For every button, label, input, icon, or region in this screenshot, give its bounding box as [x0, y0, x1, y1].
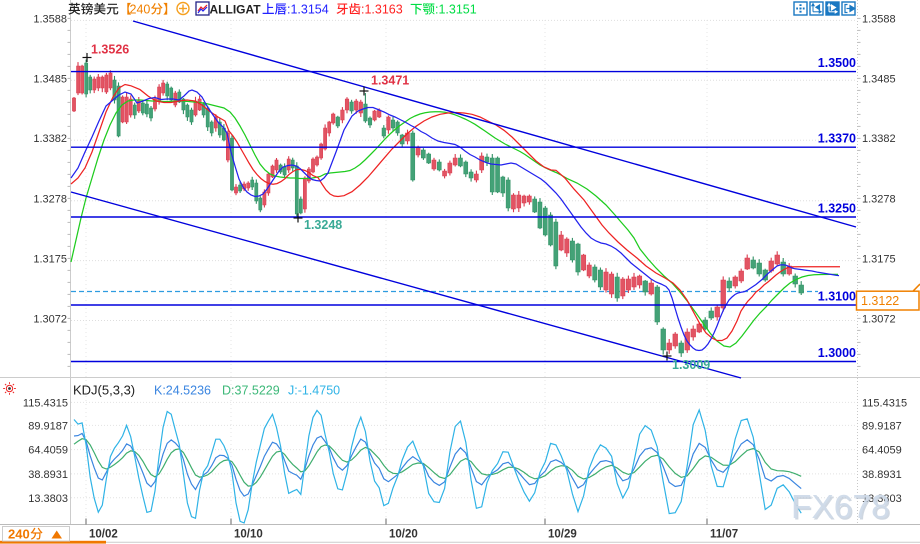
svg-text:J:-1.4750: J:-1.4750 — [288, 384, 340, 398]
svg-text:1.3278: 1.3278 — [33, 194, 67, 206]
svg-text:13.3803: 13.3803 — [862, 493, 902, 505]
svg-text:10/10: 10/10 — [234, 529, 263, 541]
svg-text:1.3072: 1.3072 — [33, 314, 67, 326]
svg-text:89.9187: 89.9187 — [862, 420, 902, 432]
svg-text:115.4315: 115.4315 — [23, 397, 68, 409]
svg-text:1.3485: 1.3485 — [33, 73, 67, 85]
svg-text:11/07: 11/07 — [710, 529, 738, 541]
svg-text:1.3500: 1.3500 — [818, 56, 856, 70]
svg-text::1.3154: :1.3154 — [287, 3, 329, 17]
svg-text:K:24.5236: K:24.5236 — [154, 384, 211, 398]
svg-text:ALLIGAT: ALLIGAT — [210, 3, 262, 17]
svg-text:KDJ(5,3,3): KDJ(5,3,3) — [73, 383, 135, 398]
svg-text:1.3122: 1.3122 — [861, 294, 899, 308]
svg-text:1.3175: 1.3175 — [33, 254, 67, 266]
svg-text:1.3248: 1.3248 — [304, 218, 342, 232]
svg-text:10/02: 10/02 — [89, 529, 118, 541]
svg-text:10/29: 10/29 — [548, 529, 577, 541]
svg-text:38.8931: 38.8931 — [28, 469, 68, 481]
svg-text:115.4315: 115.4315 — [862, 397, 907, 409]
svg-text:10/20: 10/20 — [389, 529, 418, 541]
svg-text:13.3803: 13.3803 — [28, 493, 68, 505]
svg-text:1.3072: 1.3072 — [862, 314, 896, 326]
svg-text:1.3100: 1.3100 — [818, 290, 856, 304]
svg-text:1.3588: 1.3588 — [862, 13, 896, 25]
svg-text::1.3151: :1.3151 — [435, 3, 477, 17]
svg-text:1.3250: 1.3250 — [818, 202, 856, 216]
svg-text:64.4059: 64.4059 — [28, 445, 68, 457]
svg-text:FX678: FX678 — [791, 489, 890, 526]
svg-text:240: 240 — [8, 527, 30, 542]
svg-text:FX678: FX678 — [793, 491, 892, 528]
svg-text:1.3278: 1.3278 — [862, 194, 896, 206]
svg-text:1.3009: 1.3009 — [672, 358, 710, 372]
svg-text:1.3382: 1.3382 — [862, 133, 896, 145]
svg-text:1.3471: 1.3471 — [371, 74, 409, 88]
svg-text:64.4059: 64.4059 — [862, 445, 902, 457]
svg-text:38.8931: 38.8931 — [862, 469, 902, 481]
svg-text:89.9187: 89.9187 — [28, 420, 68, 432]
svg-text:1.3382: 1.3382 — [33, 133, 67, 145]
svg-text:1.3370: 1.3370 — [818, 132, 856, 146]
svg-text:1.3588: 1.3588 — [33, 13, 67, 25]
svg-text:240: 240 — [130, 3, 151, 17]
svg-text:1.3175: 1.3175 — [862, 254, 896, 266]
svg-text:1.3000: 1.3000 — [818, 346, 856, 360]
svg-text:D:37.5229: D:37.5229 — [222, 384, 280, 398]
svg-text:1.3526: 1.3526 — [91, 43, 129, 57]
svg-text::1.3163: :1.3163 — [361, 3, 403, 17]
svg-text:1.3485: 1.3485 — [862, 73, 896, 85]
